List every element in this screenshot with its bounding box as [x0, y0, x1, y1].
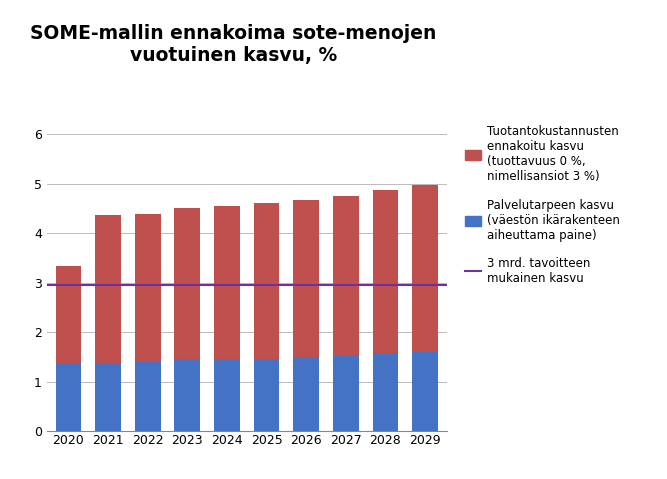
- Bar: [95, 363, 121, 431]
- Bar: [55, 266, 81, 363]
- Text: SOME-mallin ennakoima sote-menojen
vuotuinen kasvu, %: SOME-mallin ennakoima sote-menojen vuotu…: [30, 24, 437, 65]
- Bar: [135, 362, 161, 431]
- Bar: [293, 200, 319, 357]
- Bar: [373, 190, 398, 354]
- Bar: [373, 354, 398, 431]
- Legend: Tuotantokustannusten
ennakoitu kasvu
(tuottavuus 0 %,
nimellisansiot 3 %), Palve: Tuotantokustannusten ennakoitu kasvu (tu…: [465, 125, 620, 285]
- Bar: [175, 208, 200, 359]
- Bar: [253, 359, 279, 431]
- Bar: [293, 357, 319, 431]
- Bar: [214, 359, 240, 431]
- Bar: [135, 214, 161, 362]
- Bar: [333, 196, 359, 356]
- Bar: [175, 359, 200, 431]
- Bar: [95, 215, 121, 363]
- Bar: [55, 363, 81, 431]
- Bar: [253, 204, 279, 359]
- Bar: [333, 356, 359, 431]
- Bar: [412, 184, 438, 352]
- Bar: [412, 352, 438, 431]
- Bar: [214, 206, 240, 359]
